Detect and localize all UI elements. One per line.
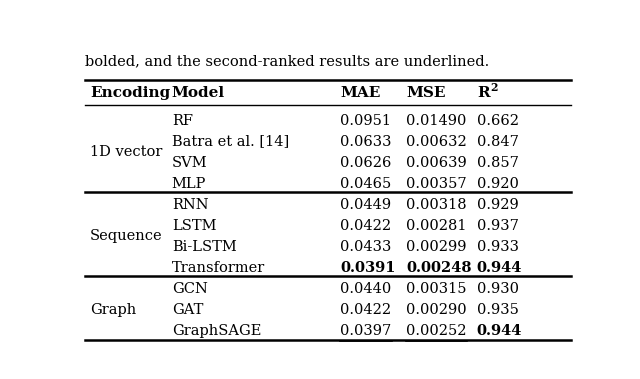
Text: 0.857: 0.857 (477, 156, 518, 170)
Text: 0.944: 0.944 (477, 324, 522, 338)
Text: 0.0465: 0.0465 (340, 177, 392, 191)
Text: 0.930: 0.930 (477, 282, 519, 296)
Text: 0.0633: 0.0633 (340, 135, 392, 149)
Text: GraphSAGE: GraphSAGE (172, 324, 261, 338)
Text: Graph: Graph (90, 303, 136, 317)
Text: 0.00281: 0.00281 (406, 219, 467, 233)
Text: 0.00632: 0.00632 (406, 135, 467, 149)
Text: 0.0422: 0.0422 (340, 303, 392, 317)
Text: 0.00357: 0.00357 (406, 177, 467, 191)
Text: 0.00290: 0.00290 (406, 303, 467, 317)
Text: 0.00252: 0.00252 (406, 324, 467, 338)
Text: 0.00318: 0.00318 (406, 198, 467, 211)
Text: 0.929: 0.929 (477, 198, 518, 211)
Text: 0.937: 0.937 (477, 219, 518, 233)
Text: 2: 2 (490, 81, 498, 92)
Text: 0.0626: 0.0626 (340, 156, 392, 170)
Text: 0.920: 0.920 (477, 177, 518, 191)
Text: Model: Model (172, 86, 225, 100)
Text: SVM: SVM (172, 156, 207, 170)
Text: bolded, and the second-ranked results are underlined.: bolded, and the second-ranked results ar… (85, 54, 489, 68)
Text: Transformer: Transformer (172, 261, 265, 275)
Text: 0.933: 0.933 (477, 240, 519, 254)
Text: 0.00639: 0.00639 (406, 156, 467, 170)
Text: MAE: MAE (340, 86, 381, 100)
Text: 0.0449: 0.0449 (340, 198, 392, 211)
Text: 0.944: 0.944 (477, 261, 522, 275)
Text: 0.0391: 0.0391 (340, 261, 396, 275)
Text: MLP: MLP (172, 177, 206, 191)
Text: MSE: MSE (406, 86, 446, 100)
Text: Encoding: Encoding (90, 86, 170, 100)
Text: 0.00248: 0.00248 (406, 261, 472, 275)
Text: 0.00299: 0.00299 (406, 240, 467, 254)
Text: 0.00315: 0.00315 (406, 282, 467, 296)
Text: R: R (477, 86, 490, 100)
Text: RF: RF (172, 114, 193, 128)
Text: Batra et al. [14]: Batra et al. [14] (172, 135, 289, 149)
Text: Bi-LSTM: Bi-LSTM (172, 240, 237, 254)
Text: RNN: RNN (172, 198, 209, 211)
Text: 0.0397: 0.0397 (340, 324, 392, 338)
Text: 0.01490: 0.01490 (406, 114, 467, 128)
Text: 0.847: 0.847 (477, 135, 518, 149)
Text: 0.0951: 0.0951 (340, 114, 392, 128)
Text: 0.0422: 0.0422 (340, 219, 392, 233)
Text: 0.0440: 0.0440 (340, 282, 392, 296)
Text: GAT: GAT (172, 303, 203, 317)
Text: LSTM: LSTM (172, 219, 216, 233)
Text: 0.0433: 0.0433 (340, 240, 392, 254)
Text: 0.662: 0.662 (477, 114, 519, 128)
Text: 0.935: 0.935 (477, 303, 518, 317)
Text: GCN: GCN (172, 282, 207, 296)
Text: 1D vector: 1D vector (90, 145, 163, 159)
Text: Sequence: Sequence (90, 229, 163, 243)
